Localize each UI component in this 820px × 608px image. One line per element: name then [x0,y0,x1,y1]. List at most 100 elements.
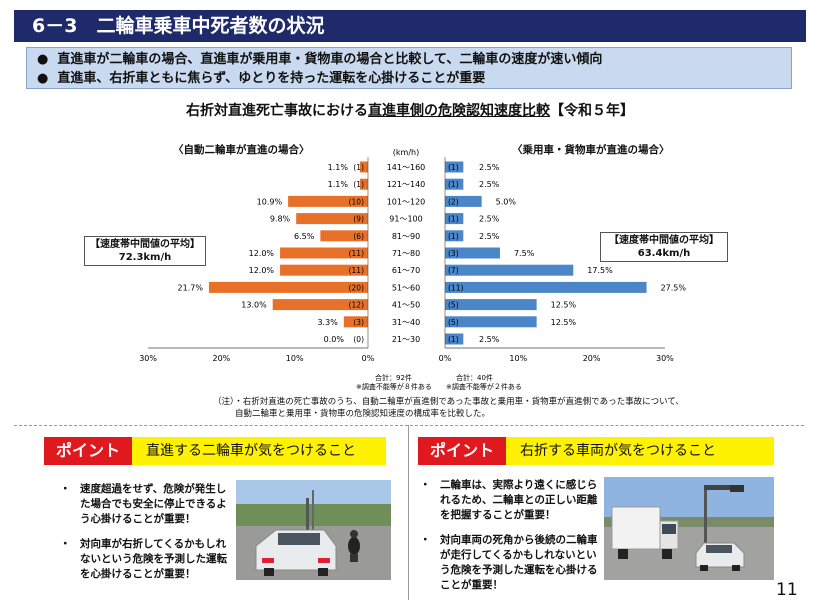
right-count-label: (11) [448,283,463,292]
point-heading-right: 右折する車両が気をつけること [506,437,774,465]
right-total: 合計：40件 [456,373,493,382]
left-bar [272,299,368,311]
point-tag-right: ポイント [418,437,506,465]
category-label: 121～140 [387,180,426,189]
left-bar [296,213,368,225]
left-count-label: (10) [349,197,364,206]
category-label: 61～70 [392,266,420,275]
right-percent-label: 27.5% [661,283,687,292]
tips-right: ・二輪車は、実際より遠くに感じられるため、二輪車との正しい距離を把握することが重… [420,478,598,603]
left-count-label: (0) [353,335,364,344]
right-bar [445,316,537,328]
left-count-label: (1) [353,163,364,172]
right-percent-label: 5.0% [496,197,517,206]
right-bar [445,247,500,259]
right-bar [445,230,464,242]
column-divider [408,425,409,600]
right-bar [445,195,482,207]
left-unknown-note: ※調査不能等が８件ある [356,382,432,391]
right-bar [445,178,464,190]
left-percent-label: 10.9% [257,197,283,206]
right-percent-label: 2.5% [479,215,500,224]
left-percent-label: 13.0% [241,301,267,310]
chart-title: 右折対直進死亡事故における直進車側の危険認知速度比較【令和５年】 [186,103,634,119]
left-count-label: (1) [353,180,364,189]
left-bar [280,264,368,276]
left-count-label: (3) [353,318,364,327]
category-label: 51～60 [392,283,420,292]
right-bar [445,213,464,225]
right-bar [445,333,464,345]
right-percent-label: 17.5% [587,266,613,275]
left-bar [343,316,368,328]
right-bar [445,281,647,293]
right-percent-label: 2.5% [479,180,500,189]
left-tick-label: 0% [362,354,375,363]
right-unknown-note: ※調査不能等が２件ある [446,382,522,391]
right-percent-label: 2.5% [479,232,500,241]
left-percent-label: 6.5% [294,232,315,241]
summary-box: ● 直進車が二輪車の場合、直進車が乗用車・貨物車の場合と比較して、二輪車の速度が… [26,47,792,89]
right-tick-label: 0% [439,354,452,363]
category-label: 21～30 [392,335,420,344]
butterfly-bar-chart: (km/h) 141～160 (1) 1.1% (1) 2.5% 121～140 (1) 1.… [139,148,687,391]
right-percent-label: 2.5% [479,335,500,344]
right-count-label: (1) [448,180,459,189]
left-count-label: (20) [349,283,364,292]
left-percent-label: 9.8% [270,215,291,224]
category-label: 101～120 [387,197,426,206]
right-count-label: (2) [448,197,459,206]
left-series-label: 〈自動二輪車が直進の場合〉 [173,144,310,156]
left-bar [280,247,368,259]
right-count-label: (7) [448,266,459,275]
left-count-label: (9) [353,215,364,224]
section-divider [14,425,804,426]
category-label: 81～90 [392,232,420,241]
right-average-box: 【速度帯中間値の平均】 63.4km/h [600,232,728,262]
category-label: 141～160 [387,163,426,172]
category-label: 71～80 [392,249,420,258]
left-percent-label: 12.0% [249,266,275,275]
right-count-label: (1) [448,335,459,344]
right-count-label: (1) [448,232,459,241]
category-label: 41～50 [392,301,420,310]
left-tick-label: 10% [286,354,304,363]
right-tick-label: 10% [509,354,527,363]
left-percent-label: 0.0% [324,335,345,344]
right-percent-label: 12.5% [551,301,577,310]
left-count-label: (11) [349,249,364,258]
point-tag-left: ポイント [44,437,132,465]
right-count-label: (1) [448,215,459,224]
left-bar [208,281,368,293]
summary-line-2: ● 直進車、右折車ともに焦らず、ゆとりを持った運転を心掛けることが重要 [37,71,486,86]
left-percent-label: 1.1% [328,180,349,189]
left-percent-label: 3.3% [317,318,338,327]
tip-item: ・速度超過をせず、危険が発生した場合でも安全に停止できるよう心掛けることが重要！ [60,483,227,525]
right-bar [445,161,464,173]
tip-item: ・対向車が右折してくるかもしれないという危険を予測した運転を心掛けることが重要！ [60,538,227,580]
left-bar [320,230,368,242]
summary-line-1: ● 直進車が二輪車の場合、直進車が乗用車・貨物車の場合と比較して、二輪車の速度が… [37,52,603,67]
tip-item: ・対向車両の死角から後続の二輪車が走行してくるかもしれないという危険を予測した運… [420,534,598,591]
left-percent-label: 1.1% [328,163,349,172]
right-percent-label: 2.5% [479,163,500,172]
left-percent-label: 12.0% [249,249,275,258]
motorcycle-photo [236,480,391,580]
right-count-label: (5) [448,318,459,327]
right-bar [445,264,574,276]
left-tick-label: 30% [139,354,157,363]
right-bar [445,299,537,311]
right-percent-label: 12.5% [551,318,577,327]
left-average-box: 【速度帯中間値の平均】 72.3km/h [84,236,206,266]
left-bar [359,161,368,173]
page-title: 6－3 二輪車乗車中死者数の状況 [14,10,806,42]
left-bar [359,178,368,190]
left-count-label: (12) [349,301,364,310]
left-count-label: (11) [349,266,364,275]
page-number: 11 [776,580,798,600]
tip-item: ・二輪車は、実際より遠くに感じられるため、二輪車との正しい距離を把握することが重… [420,479,598,521]
category-label: 91～100 [389,215,422,224]
right-tick-label: 30% [656,354,674,363]
right-tick-label: 20% [583,354,601,363]
right-count-label: (1) [448,163,459,172]
